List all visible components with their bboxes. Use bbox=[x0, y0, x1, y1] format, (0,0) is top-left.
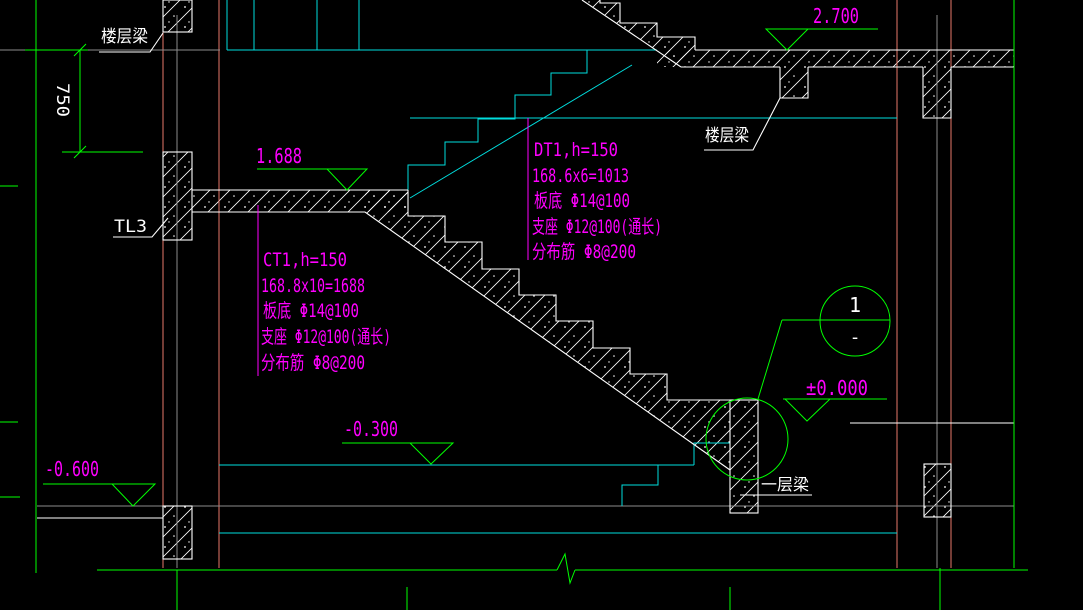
hidden-steps-up bbox=[693, 442, 730, 465]
elevation-text-2700: 2.700 bbox=[813, 4, 859, 28]
concrete-hatch-landing-slab bbox=[192, 190, 408, 212]
hidden-lines-group bbox=[219, 0, 897, 534]
dim-750-lines bbox=[25, 43, 143, 159]
column-top-outline bbox=[162, 0, 193, 33]
footing-block-outline bbox=[923, 463, 952, 518]
floor-beam-right-label: 楼层梁 bbox=[705, 126, 749, 146]
first-floor-beam-label: 一层梁 bbox=[761, 475, 809, 494]
dt1-hidden-steps bbox=[407, 50, 588, 190]
hidden-steps-down bbox=[621, 465, 659, 506]
detail-callout-sheet: - bbox=[850, 327, 861, 348]
left-edge-stubs bbox=[0, 185, 20, 498]
elevation-text-m0600: -0.600 bbox=[45, 457, 99, 481]
dt1-note-distribution-rebar: 分布筋 Φ8@200 bbox=[532, 241, 636, 263]
break-symbol bbox=[556, 552, 576, 585]
dt1-note-support-rebar: 支座 Φ12@100(通长) bbox=[532, 216, 662, 238]
bottom-grid-ticks bbox=[176, 568, 941, 610]
concrete-hatch-floor-beam-1 bbox=[780, 67, 808, 98]
floor-beam-right-leader bbox=[704, 97, 781, 151]
detail-callout-bubble bbox=[819, 285, 891, 357]
elevation-text-0000: ±0.000 bbox=[806, 376, 868, 400]
concrete-hatch-floor-slab bbox=[657, 50, 1014, 67]
detail-callout-number: 1 bbox=[849, 293, 861, 317]
elevation-marker-0000 bbox=[783, 398, 832, 422]
ct1-note-title: CT1,h=150 bbox=[263, 249, 347, 271]
dim-750-text: 750 bbox=[52, 83, 72, 117]
floor-beam-top-left-label: 楼层梁 bbox=[101, 27, 148, 47]
elevation-marker-m0600 bbox=[110, 483, 157, 507]
detail-scope-circle bbox=[705, 397, 789, 481]
note-leaders-group bbox=[257, 118, 529, 376]
floor-beam-top-left-leader bbox=[99, 32, 164, 53]
tl3-beam-outline bbox=[162, 151, 193, 241]
dt1-note-title: DT1,h=150 bbox=[534, 139, 618, 161]
ct1-note-distribution-rebar: 分布筋 Φ8@200 bbox=[261, 352, 365, 374]
structure-outlines-group bbox=[37, 0, 1014, 560]
ct1-note-bottom-rebar: 板底 Φ14@100 bbox=[263, 300, 359, 322]
concrete-hatch-ct1-flight bbox=[365, 190, 758, 513]
elevation-marker-1688 bbox=[325, 168, 369, 191]
dt1-note-run: 168.6x6=1013 bbox=[532, 165, 629, 187]
floor-slab-outline bbox=[681, 49, 1014, 68]
floor-beam-2-outline bbox=[922, 67, 952, 119]
elevation-text-1688: 1.688 bbox=[256, 144, 302, 168]
first-floor-beam-outline bbox=[729, 399, 759, 514]
elevation-marker-m0300 bbox=[408, 442, 455, 465]
ct1-flight-steps bbox=[407, 190, 730, 401]
column-bottom-outline bbox=[162, 505, 193, 560]
tl3-label: TL3 bbox=[114, 217, 147, 237]
detail-callout-leader bbox=[757, 319, 783, 400]
upper-flight-steps bbox=[599, 0, 696, 50]
dimension-group bbox=[0, 0, 1028, 610]
floor-beam-1-outline bbox=[779, 67, 809, 99]
ct1-note-run: 168.8x10=1688 bbox=[261, 275, 365, 297]
upper-flight-soffit bbox=[581, 0, 682, 68]
dt1-note-bottom-rebar: 板底 Φ14@100 bbox=[534, 190, 630, 212]
ct1-note-support-rebar: 支座 Φ12@100(通长) bbox=[261, 326, 391, 348]
elevation-marker-2700 bbox=[764, 28, 810, 51]
dt1-hidden-soffit bbox=[409, 64, 633, 199]
landing-slab-outline bbox=[192, 189, 408, 213]
ct1-flight-soffit bbox=[364, 211, 731, 471]
tl3-leader bbox=[113, 217, 169, 238]
elevation-text-m0300: -0.300 bbox=[344, 417, 398, 441]
